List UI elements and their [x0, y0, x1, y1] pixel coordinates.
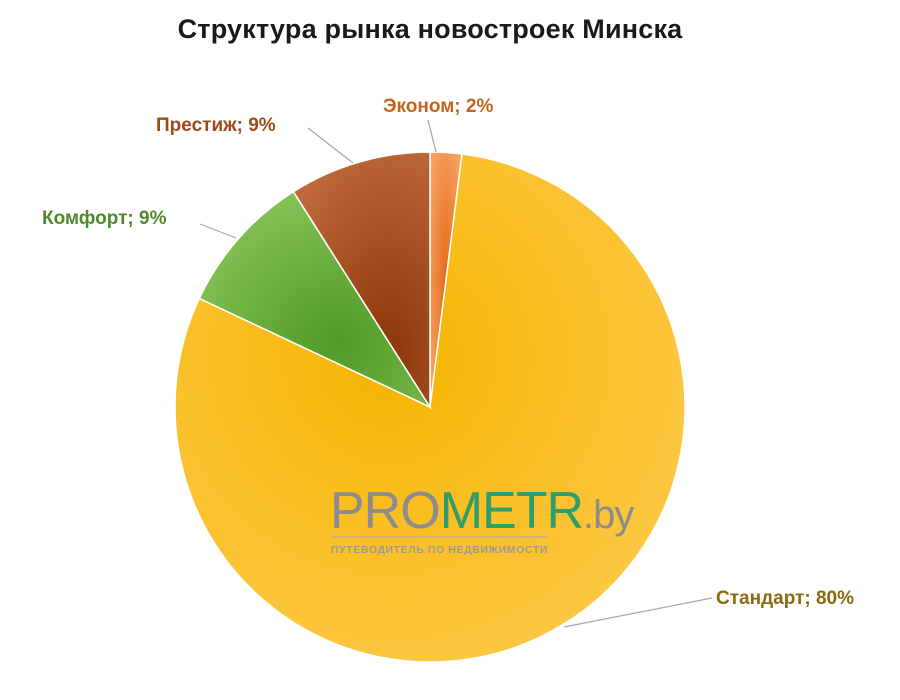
leader-line: [563, 597, 713, 628]
slice-labels: Эконом; 2% Стандарт; 80% Комфорт; 9% Прести…: [42, 96, 854, 609]
leader-line: [307, 127, 354, 164]
slice-label: Стандарт; 80%: [716, 588, 854, 609]
watermark-metr: METR: [440, 482, 583, 540]
watermark-pro: PRO: [330, 482, 440, 540]
prometr-watermark: PROMETR.by ПУТЕВОДИТЕЛЬ ПО НЕДВИЖИМОСТИ: [330, 482, 635, 556]
leader-line: [427, 119, 437, 153]
watermark-brand: PROMETR.by: [330, 482, 634, 540]
watermark-tld: .by: [583, 493, 634, 537]
slice-label: Эконом; 2%: [383, 96, 493, 117]
pie-slice-комфорт: [198, 190, 433, 409]
leader-line: [199, 223, 237, 239]
leader-lines: [199, 119, 713, 628]
chart-title: Структура рынка новостроек Минска: [177, 14, 683, 44]
watermark-tagline: ПУТЕВОДИТЕЛЬ ПО НЕДВИЖИМОСТИ: [331, 544, 548, 556]
pie-slices: [174, 151, 686, 663]
pie-slice-престиж: [292, 151, 431, 410]
slice-label: Комфорт; 9%: [42, 208, 167, 229]
slice-label: Престиж; 9%: [156, 115, 276, 136]
